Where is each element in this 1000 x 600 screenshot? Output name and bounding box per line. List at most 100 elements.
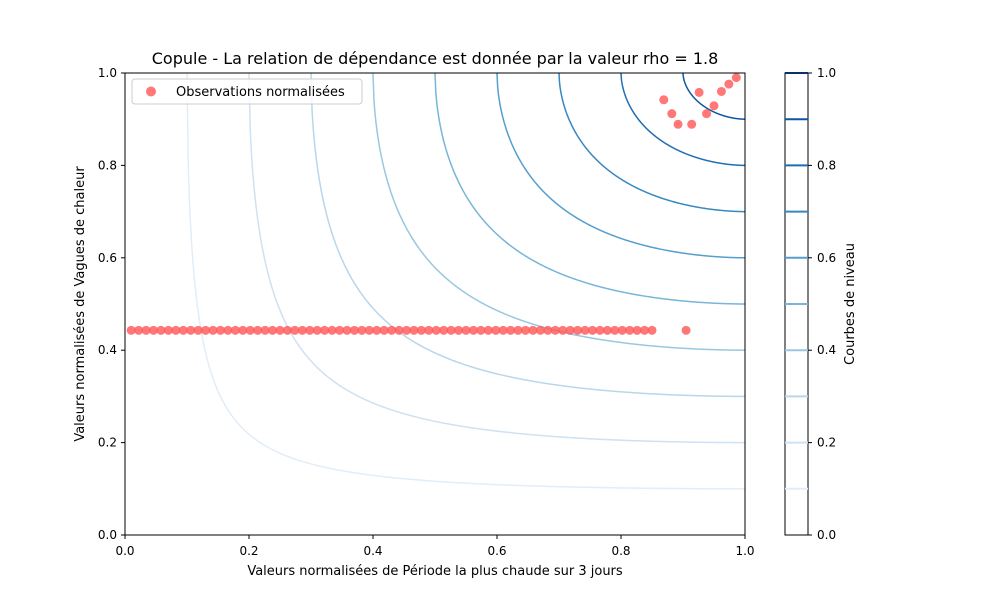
scatter-point: [156, 325, 166, 335]
scatter-point: [372, 325, 382, 335]
scatter-point: [431, 325, 441, 335]
scatter-point: [625, 325, 635, 335]
scatter-point: [201, 325, 211, 335]
scatter-point: [342, 325, 352, 335]
scatter-point: [282, 325, 292, 335]
scatter-point: [694, 87, 704, 97]
x-tick-label: 0.8: [611, 544, 630, 558]
scatter-point: [357, 325, 367, 335]
scatter-point: [178, 325, 188, 335]
contour-line: [434, 72, 745, 305]
scatter-point: [401, 325, 411, 335]
scatter-point: [171, 325, 181, 335]
scatter-point: [632, 325, 642, 335]
scatter-point: [731, 73, 741, 83]
contour-line: [248, 72, 745, 444]
scatter-point: [297, 325, 307, 335]
y-axis-label: Valeurs normalisées de Vagues de chaleur: [73, 166, 88, 442]
scatter-point: [491, 325, 501, 335]
scatter-point: [163, 325, 173, 335]
colorbar-tick-label: 0.6: [817, 251, 836, 265]
scatter-point: [573, 325, 583, 335]
scatter-point: [238, 325, 248, 335]
scatter-point: [416, 325, 426, 335]
scatter-point: [439, 325, 449, 335]
legend: Observations normalisées: [131, 78, 363, 105]
y-tick-label: 0.4: [98, 343, 117, 357]
scatter-point: [305, 325, 315, 335]
scatter-point: [253, 325, 263, 335]
scatter-point: [454, 325, 464, 335]
scatter-point: [312, 325, 322, 335]
x-tick-label: 0.0: [115, 544, 134, 558]
plot-frame: [124, 72, 746, 536]
scatter-point: [215, 325, 225, 335]
x-axis-ticks: 0.0 0.2 0.4 0.6 0.8 1.0: [115, 535, 755, 558]
y-tick-label: 0.2: [98, 436, 117, 450]
scatter-point: [275, 325, 285, 335]
scatter-point: [724, 79, 734, 89]
scatter-point: [716, 86, 726, 96]
legend-box: [131, 78, 363, 105]
scatter-point: [558, 325, 568, 335]
scatter-point: [193, 325, 203, 335]
scatter-point: [595, 325, 605, 335]
scatter-point: [647, 325, 657, 335]
scatter-point: [687, 119, 697, 129]
x-tick-label: 0.2: [239, 544, 258, 558]
scatter-point: [565, 325, 575, 335]
y-tick-label: 0.6: [98, 251, 117, 265]
x-tick-label: 0.6: [487, 544, 506, 558]
scatter-point: [610, 325, 620, 335]
scatter-point: [149, 325, 159, 335]
scatter-point: [659, 95, 669, 105]
contour-line: [620, 72, 745, 167]
scatter-point: [528, 325, 538, 335]
scatter-point: [446, 325, 456, 335]
scatter-points: [126, 73, 741, 335]
scatter-point: [141, 325, 151, 335]
scatter-point: [483, 325, 493, 335]
scatter-point: [513, 325, 523, 335]
scatter-point: [320, 325, 330, 335]
scatter-point: [379, 325, 389, 335]
contour-line: [310, 72, 745, 398]
colorbar-label: Courbes de niveau: [843, 243, 858, 365]
scatter-point: [602, 325, 612, 335]
scatter-point: [230, 325, 240, 335]
scatter-point: [245, 325, 255, 335]
x-tick-label: 0.4: [363, 544, 382, 558]
scatter-point: [364, 325, 374, 335]
scatter-point: [327, 325, 337, 335]
scatter-point: [349, 325, 359, 335]
scatter-point: [709, 101, 719, 111]
scatter-point: [290, 325, 300, 335]
colorbar-tick-label: 0.8: [817, 158, 836, 172]
scatter-point: [550, 325, 560, 335]
scatter-point: [702, 109, 712, 119]
contour-line: [558, 72, 745, 213]
scatter-point: [587, 325, 597, 335]
colorbar-ticks: 0.0 0.2 0.4 0.6 0.8 1.0: [808, 66, 836, 542]
colorbar-tick-label: 0.2: [817, 436, 836, 450]
scatter-point: [208, 325, 218, 335]
scatter-point: [617, 325, 627, 335]
x-tick-label: 1.0: [735, 544, 754, 558]
y-axis-ticks: 0.0 0.2 0.4 0.6 0.8 1.0: [98, 66, 125, 542]
scatter-point: [673, 119, 683, 129]
scatter-point: [681, 325, 691, 335]
colorbar-tick-label: 1.0: [817, 66, 836, 80]
scatter-point: [134, 325, 144, 335]
scatter-point: [476, 325, 486, 335]
contour-lines: [186, 72, 745, 490]
scatter-point: [580, 325, 590, 335]
scatter-point: [461, 325, 471, 335]
scatter-point: [468, 325, 478, 335]
scatter-point: [667, 109, 677, 119]
colorbar-tick-label: 0.4: [817, 343, 836, 357]
scatter-point: [409, 325, 419, 335]
scatter-point: [260, 325, 270, 335]
scatter-point: [506, 325, 516, 335]
contour-line: [496, 72, 745, 259]
scatter-point: [394, 325, 404, 335]
